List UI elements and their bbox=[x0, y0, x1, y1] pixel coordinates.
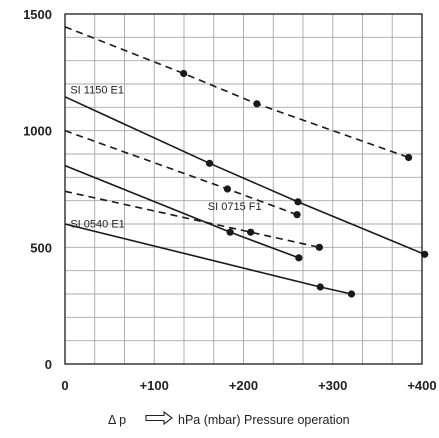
data-point bbox=[223, 185, 232, 193]
series-line-5 bbox=[64, 190, 320, 249]
x-tick-label: +400 bbox=[407, 378, 436, 393]
series-annotation: SI 1150 E1 bbox=[70, 84, 124, 96]
series-annotation: SI 0540 E1 bbox=[70, 219, 124, 231]
y-tick-label: 0 bbox=[45, 357, 52, 372]
axis-layer bbox=[64, 13, 423, 365]
data-point bbox=[347, 290, 356, 298]
data-point bbox=[295, 254, 303, 262]
x-axis-label-text: hPa (mbar) Pressure operation bbox=[178, 413, 350, 427]
data-point bbox=[294, 198, 302, 206]
x-tick-label: +100 bbox=[140, 378, 169, 393]
annotation-layer: SI 1150 E1 SI 0715 F1 SI 0540 E1 bbox=[70, 84, 261, 230]
data-point bbox=[180, 69, 188, 78]
x-axis-label: Δ p hPa (mbar) Pressure operation bbox=[108, 410, 350, 427]
data-point bbox=[316, 283, 324, 291]
data-point bbox=[253, 100, 261, 108]
x-axis-label-prefix: Δ p bbox=[108, 413, 126, 427]
x-tick-label: +200 bbox=[229, 378, 258, 393]
data-point bbox=[421, 250, 429, 258]
x-tick-label: +300 bbox=[318, 378, 347, 393]
series-line-2 bbox=[64, 96, 425, 256]
data-point bbox=[293, 211, 301, 219]
series-annotation: SI 0715 F1 bbox=[208, 201, 262, 213]
data-point bbox=[205, 159, 214, 167]
plot-frame bbox=[64, 13, 423, 365]
series-layer bbox=[64, 26, 429, 298]
x-tick-label: 0 bbox=[61, 378, 68, 393]
y-tick-label: 1500 bbox=[23, 7, 52, 22]
data-point bbox=[226, 228, 234, 236]
tick-layer: 0 +100 +200 +300 +400 0 500 1000 1500 bbox=[23, 7, 437, 393]
y-tick-label: 500 bbox=[30, 240, 52, 255]
series-line-1 bbox=[64, 26, 409, 159]
hollow-right-arrow-icon bbox=[145, 410, 173, 426]
y-tick-label: 1000 bbox=[23, 124, 52, 139]
data-point bbox=[247, 228, 255, 236]
grid-layer bbox=[65, 14, 422, 364]
data-point bbox=[315, 243, 323, 251]
data-point bbox=[405, 153, 413, 162]
